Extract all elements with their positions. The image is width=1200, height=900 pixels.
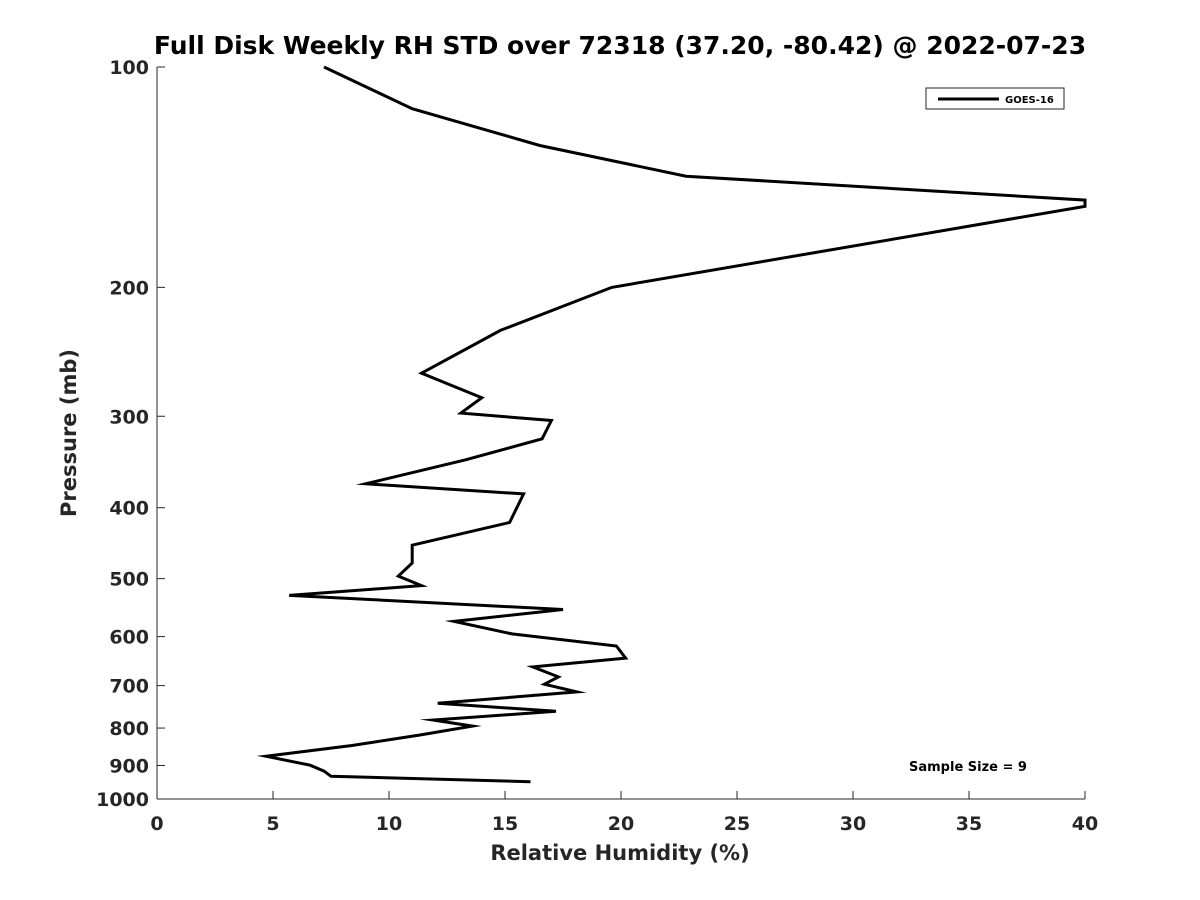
y-tick-label: 900 (109, 756, 149, 778)
series-line-goes-16 (256, 65, 1087, 784)
y-tick-label: 200 (109, 277, 149, 299)
x-tick-label: 25 (724, 813, 750, 835)
x-tick-label: 20 (608, 813, 634, 835)
y-tick-label: 1000 (96, 789, 149, 811)
x-axis-label: Relative Humidity (%) (490, 841, 749, 865)
x-tick-label: 10 (376, 813, 402, 835)
y-tick-label: 700 (109, 676, 149, 698)
x-tick-label: 0 (150, 813, 163, 835)
legend: GOES-16 (925, 87, 1065, 110)
series-group (256, 65, 1087, 784)
x-tick-label: 35 (956, 813, 982, 835)
x-tick-label: 5 (266, 813, 279, 835)
y-tick-label: 600 (109, 627, 149, 649)
sample-size-annotation: Sample Size = 9 (909, 760, 1027, 775)
y-tick-label: 400 (109, 498, 149, 520)
y-axis-label: Pressure (mb) (57, 349, 81, 517)
x-tick-label: 15 (492, 813, 518, 835)
legend-label: GOES-16 (1005, 95, 1054, 106)
chart-title: Full Disk Weekly RH STD over 72318 (37.2… (154, 31, 1086, 60)
y-tick-label: 800 (109, 718, 149, 740)
y-tick-label: 500 (109, 569, 149, 591)
y-tick-label: 100 (109, 57, 149, 79)
axes: 0 5 10 15 20 25 30 35 40 100 200 300 400 500 600 700 800… (96, 57, 1098, 835)
x-tick-label: 40 (1072, 813, 1098, 835)
x-tick-label: 30 (840, 813, 866, 835)
y-tick-label: 300 (109, 406, 149, 428)
